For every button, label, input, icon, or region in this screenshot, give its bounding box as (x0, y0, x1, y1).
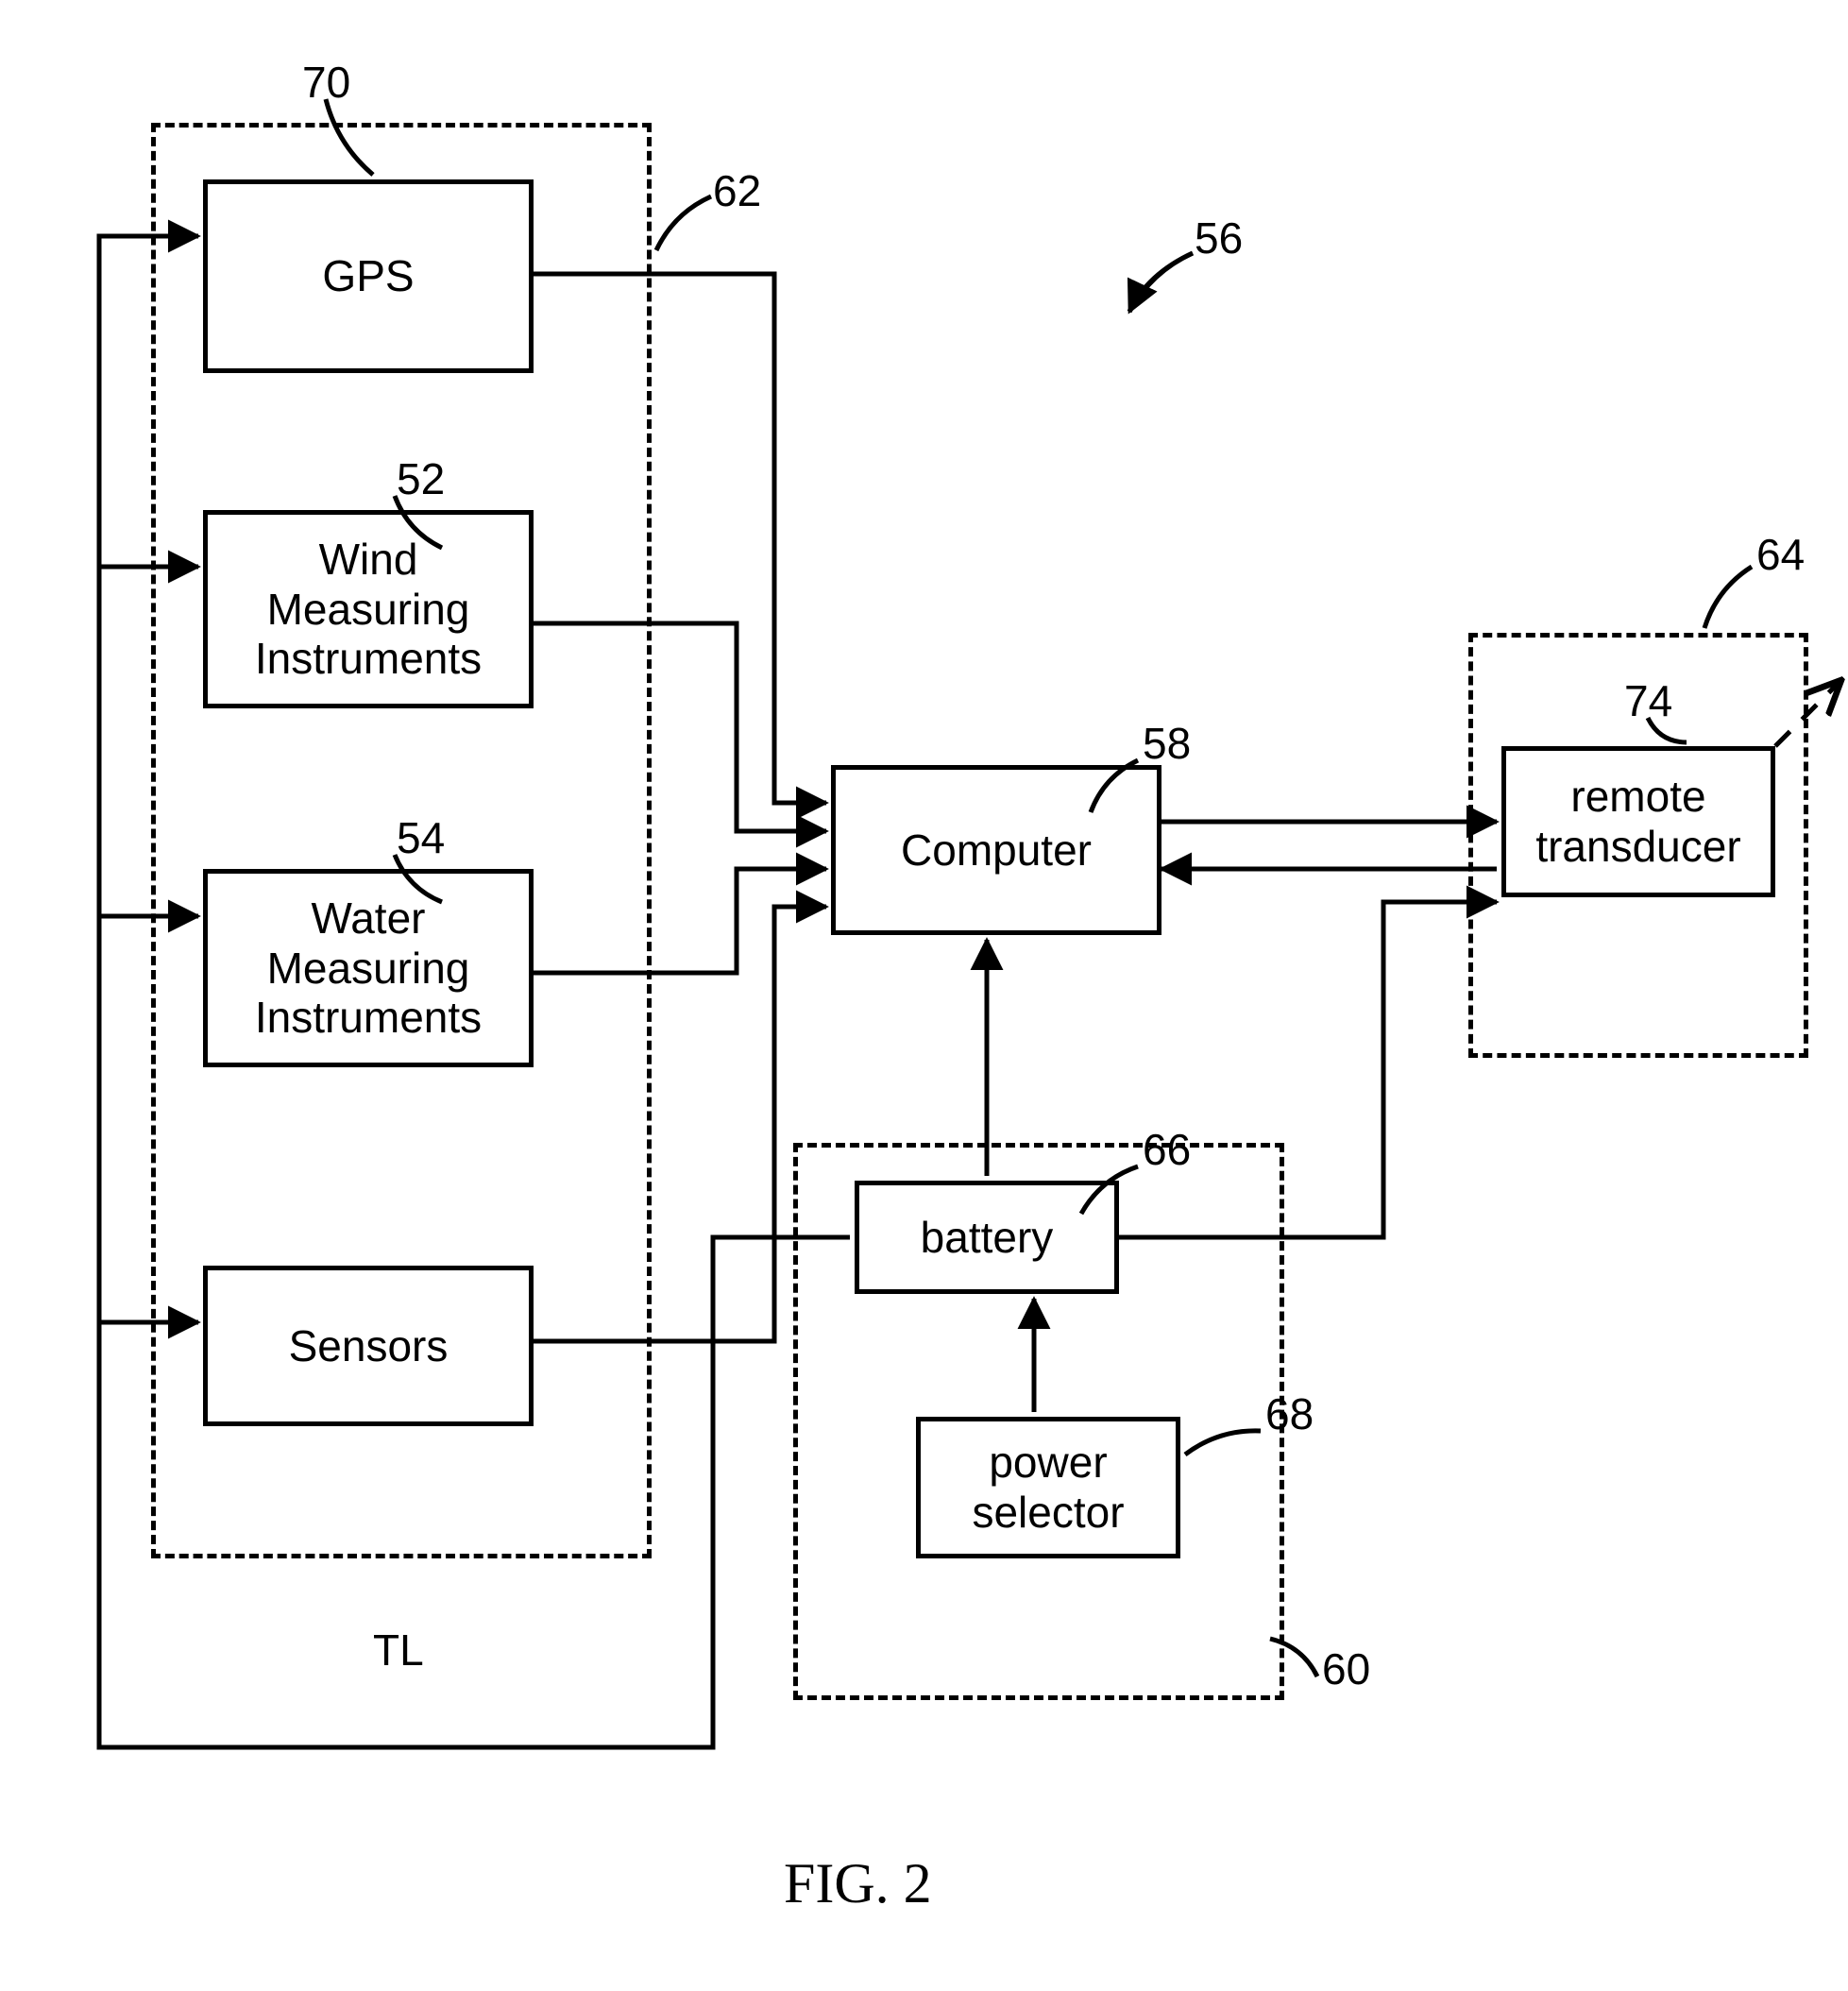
figure-caption: FIG. 2 (784, 1851, 932, 1916)
diagram-leaders (0, 0, 1848, 1991)
